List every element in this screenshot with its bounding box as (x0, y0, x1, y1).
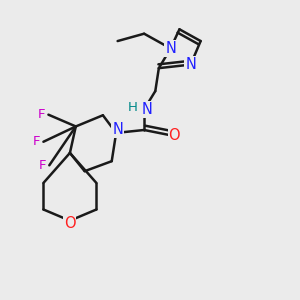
Text: H: H (128, 101, 137, 114)
Text: N: N (165, 41, 176, 56)
Text: F: F (38, 108, 46, 121)
Text: O: O (168, 128, 180, 143)
Text: N: N (142, 102, 152, 117)
Text: N: N (112, 122, 123, 137)
Text: F: F (39, 159, 46, 172)
Text: O: O (64, 215, 76, 230)
Text: N: N (185, 57, 196, 72)
Text: F: F (33, 135, 41, 148)
